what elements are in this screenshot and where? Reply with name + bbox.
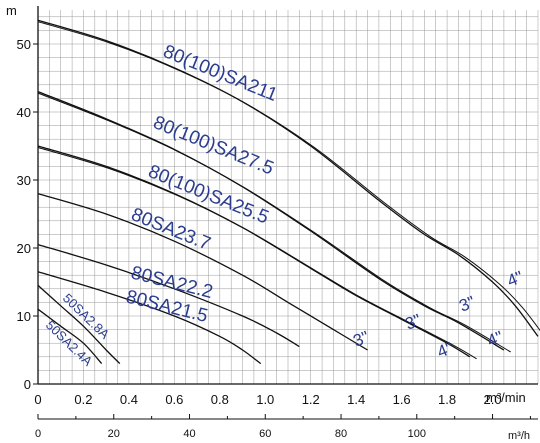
pipe-size-label: 3" xyxy=(350,327,371,350)
pipe-size-label: 4" xyxy=(434,338,455,361)
x-axis-label: m³/min xyxy=(486,390,526,405)
secondary-x-tick-label: 40 xyxy=(183,428,195,440)
series-line xyxy=(37,145,471,358)
series-label: 80(100)SA211 xyxy=(160,41,280,106)
series-line xyxy=(37,19,539,337)
chart-grid xyxy=(37,10,539,385)
secondary-x-tick-label: 80 xyxy=(335,428,347,440)
y-axis-label: m xyxy=(6,3,17,18)
pipe-size-label: 3" xyxy=(456,292,477,315)
x-tick-label: 2.0 xyxy=(484,392,502,407)
series-label: 80SA23.7 xyxy=(128,204,213,255)
chart-curves xyxy=(37,19,540,365)
chart-axes: 0 0.2 0.4 0.6 0.8 1.0 1.2 1.4 1.6 1.8 2.0 0 10 20 30 40… xyxy=(17,6,538,440)
secondary-x-tick-label: 100 xyxy=(408,428,426,440)
y-tick-label: 40 xyxy=(17,105,31,120)
series-line xyxy=(37,271,262,365)
x-tick-label: 0.2 xyxy=(74,392,92,407)
pipe-size-label: 4" xyxy=(484,327,505,350)
secondary-x-axis-label: m³/h xyxy=(508,430,530,442)
secondary-x-tick-label: 60 xyxy=(259,428,271,440)
pipe-size-label: 4" xyxy=(504,267,525,290)
y-tick-label: 30 xyxy=(17,173,31,188)
series-line xyxy=(37,192,368,351)
x-tick-label: 1.2 xyxy=(302,392,320,407)
series-line xyxy=(37,92,511,353)
series-line xyxy=(37,21,540,332)
x-tick-label: 1.6 xyxy=(393,392,411,407)
y-tick-label: 20 xyxy=(17,241,31,256)
y-tick-label: 50 xyxy=(17,37,31,52)
series-line xyxy=(37,147,477,360)
x-tick-label: 0 xyxy=(34,392,41,407)
y-tick-label: 10 xyxy=(17,309,31,324)
x-tick-label: 1.0 xyxy=(256,392,274,407)
series-line xyxy=(37,243,300,348)
secondary-x-tick-label: 0 xyxy=(35,428,41,440)
x-tick-label: 0.6 xyxy=(165,392,183,407)
x-tick-label: 1.8 xyxy=(438,392,456,407)
series-line xyxy=(37,284,121,365)
series-line xyxy=(37,308,103,365)
secondary-x-tick-label: 20 xyxy=(108,428,120,440)
series-line xyxy=(37,90,505,351)
x-tick-label: 0.4 xyxy=(120,392,138,407)
y-tick-label: 0 xyxy=(24,377,31,392)
pipe-size-label: 3" xyxy=(402,310,423,333)
x-tick-label: 0.8 xyxy=(211,392,229,407)
x-tick-label: 1.4 xyxy=(347,392,365,407)
